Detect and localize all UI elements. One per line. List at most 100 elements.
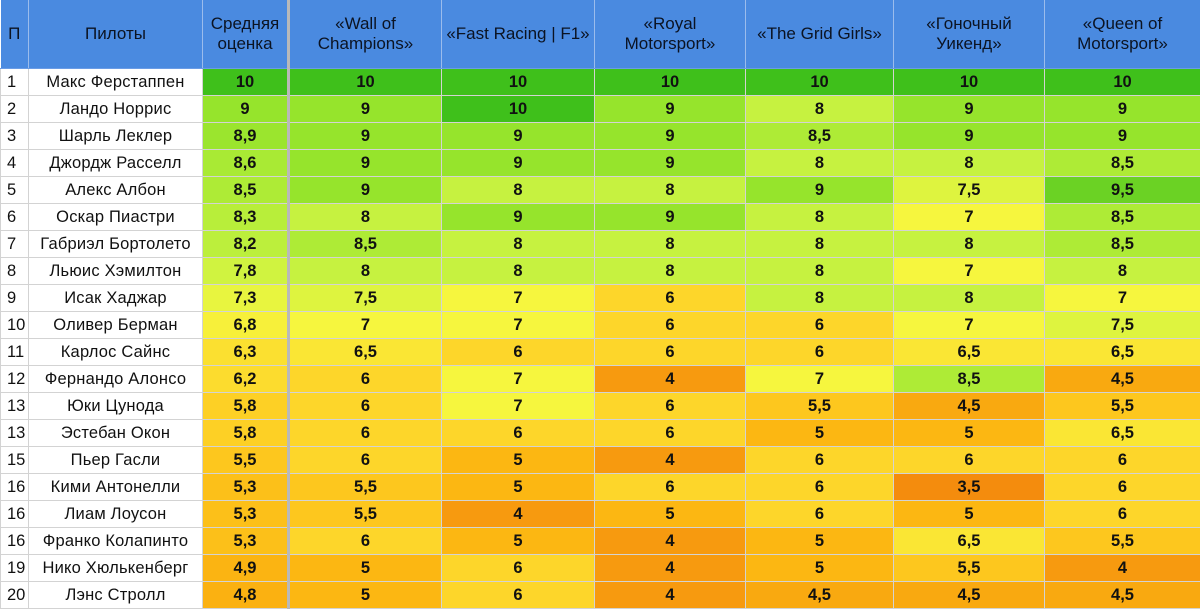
table-row: 8 Льюис Хэмилтон 7,8 8 8 8 8 7 8 — [0, 257, 1200, 285]
average-score-cell: 7,3 — [202, 284, 290, 312]
score-cell: 6 — [745, 500, 894, 528]
driver-name-cell: Льюис Хэмилтон — [28, 257, 203, 285]
score-cell: 6 — [1044, 500, 1200, 528]
score-cell: 5 — [745, 554, 894, 582]
score-cell: 8 — [745, 149, 894, 177]
driver-name-cell: Фернандо Алонсо — [28, 365, 203, 393]
score-cell: 6 — [288, 419, 442, 447]
score-cell: 9,5 — [1044, 176, 1200, 204]
table-row: 4 Джордж Расселл 8,6 9 9 9 8 8 8,5 — [0, 149, 1200, 177]
score-cell: 6 — [288, 392, 442, 420]
score-cell: 5 — [594, 500, 746, 528]
driver-name-cell: Кими Антонелли — [28, 473, 203, 501]
table-row: 15 Пьер Гасли 5,5 6 5 4 6 6 6 — [0, 446, 1200, 474]
score-cell: 7 — [441, 311, 595, 339]
header-row: П Пилоты Средняя оценка «Wall of Champio… — [0, 0, 1200, 69]
score-cell: 8 — [893, 230, 1045, 258]
position-cell: 19 — [0, 554, 29, 582]
score-cell: 4,5 — [893, 581, 1045, 609]
score-cell: 10 — [594, 68, 746, 96]
score-cell: 9 — [288, 95, 442, 123]
score-cell: 6,5 — [288, 338, 442, 366]
driver-name-cell: Нико Хюлькенберг — [28, 554, 203, 582]
score-cell: 6,5 — [1044, 338, 1200, 366]
driver-name-cell: Оливер Берман — [28, 311, 203, 339]
score-cell: 7 — [893, 203, 1045, 231]
score-cell: 8,5 — [893, 365, 1045, 393]
score-cell: 6,5 — [1044, 419, 1200, 447]
score-cell: 7 — [441, 365, 595, 393]
table-row: 3 Шарль Леклер 8,9 9 9 9 8,5 9 9 — [0, 122, 1200, 150]
position-cell: 5 — [0, 176, 29, 204]
position-cell: 6 — [0, 203, 29, 231]
position-cell: 4 — [0, 149, 29, 177]
score-cell: 10 — [745, 68, 894, 96]
table-row: 1 Макс Ферстаппен 10 10 10 10 10 10 10 — [0, 68, 1200, 96]
score-cell: 9 — [594, 95, 746, 123]
score-cell: 8 — [288, 257, 442, 285]
score-cell: 7,5 — [893, 176, 1045, 204]
score-cell: 5 — [893, 500, 1045, 528]
score-cell: 9 — [288, 176, 442, 204]
driver-name-cell: Карлос Сайнс — [28, 338, 203, 366]
score-cell: 9 — [1044, 95, 1200, 123]
score-cell: 6 — [1044, 446, 1200, 474]
average-score-cell: 8,9 — [202, 122, 290, 150]
driver-name-cell: Исак Хаджар — [28, 284, 203, 312]
score-cell: 4 — [441, 500, 595, 528]
table-row: 19 Нико Хюлькенберг 4,9 5 6 4 5 5,5 4 — [0, 554, 1200, 582]
header-fast-racing: «Fast Racing | F1» — [441, 0, 595, 69]
score-cell: 5,5 — [745, 392, 894, 420]
score-cell: 5 — [745, 527, 894, 555]
score-cell: 4,5 — [893, 392, 1045, 420]
score-cell: 6 — [745, 311, 894, 339]
score-cell: 6,5 — [893, 527, 1045, 555]
score-cell: 6 — [594, 419, 746, 447]
score-cell: 7 — [893, 257, 1045, 285]
score-cell: 5,5 — [288, 473, 442, 501]
table-row: 7 Габриэл Бортолето 8,2 8,5 8 8 8 8 8,5 — [0, 230, 1200, 258]
average-score-cell: 5,3 — [202, 527, 290, 555]
score-cell: 8 — [893, 284, 1045, 312]
score-cell: 4 — [594, 554, 746, 582]
score-cell: 8,5 — [1044, 230, 1200, 258]
position-cell: 20 — [0, 581, 29, 609]
score-cell: 6 — [288, 365, 442, 393]
score-cell: 6 — [594, 338, 746, 366]
driver-name-cell: Шарль Леклер — [28, 122, 203, 150]
score-cell: 6 — [594, 473, 746, 501]
score-cell: 6,5 — [893, 338, 1045, 366]
position-cell: 16 — [0, 500, 29, 528]
score-cell: 8 — [745, 95, 894, 123]
average-score-cell: 5,8 — [202, 392, 290, 420]
score-cell: 8 — [441, 230, 595, 258]
score-cell: 9 — [288, 122, 442, 150]
table-row: 12 Фернандо Алонсо 6,2 6 7 4 7 8,5 4,5 — [0, 365, 1200, 393]
score-cell: 10 — [893, 68, 1045, 96]
driver-name-cell: Юки Цунода — [28, 392, 203, 420]
position-cell: 13 — [0, 419, 29, 447]
average-score-cell: 6,3 — [202, 338, 290, 366]
score-cell: 8 — [1044, 257, 1200, 285]
table-body: 1 Макс Ферстаппен 10 10 10 10 10 10 10 2 Ландо Нор… — [0, 68, 1200, 609]
position-cell: 2 — [0, 95, 29, 123]
header-queen-of-motorsport: «Queen of Motorsport» — [1044, 0, 1200, 69]
score-cell: 5,5 — [1044, 392, 1200, 420]
average-score-cell: 5,5 — [202, 446, 290, 474]
score-cell: 5 — [441, 527, 595, 555]
score-cell: 9 — [594, 203, 746, 231]
score-cell: 5 — [745, 419, 894, 447]
score-cell: 4 — [594, 446, 746, 474]
score-cell: 6 — [594, 284, 746, 312]
score-cell: 5,5 — [1044, 527, 1200, 555]
position-cell: 16 — [0, 473, 29, 501]
score-cell: 6 — [594, 311, 746, 339]
driver-name-cell: Оскар Пиастри — [28, 203, 203, 231]
driver-name-cell: Ландо Норрис — [28, 95, 203, 123]
position-cell: 16 — [0, 527, 29, 555]
average-score-cell: 4,8 — [202, 581, 290, 609]
score-cell: 4,5 — [745, 581, 894, 609]
score-cell: 6 — [745, 446, 894, 474]
position-cell: 7 — [0, 230, 29, 258]
